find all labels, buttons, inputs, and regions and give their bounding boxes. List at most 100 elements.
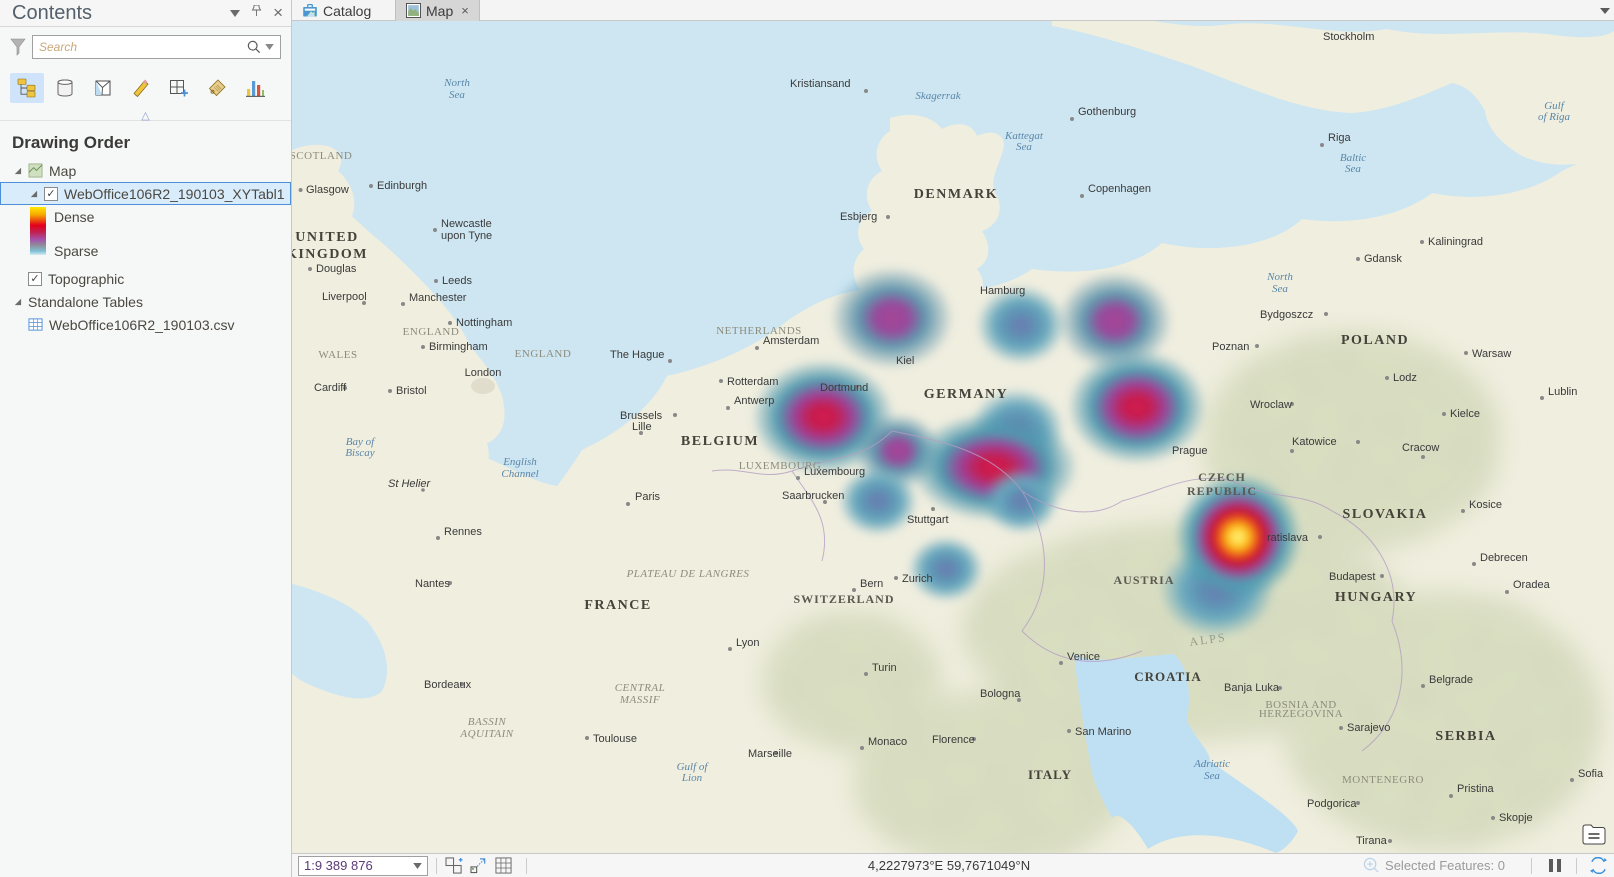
svg-text:Lublin: Lublin [1548, 386, 1577, 398]
svg-text:Biscay: Biscay [345, 447, 374, 459]
svg-text:Stuttgart: Stuttgart [907, 514, 949, 526]
svg-text:Warsaw: Warsaw [1472, 348, 1511, 360]
svg-text:MASSIF: MASSIF [619, 694, 660, 706]
svg-text:Nottingham: Nottingham [456, 317, 512, 329]
svg-text:AUSTRIA: AUSTRIA [1113, 573, 1174, 587]
svg-text:The Hague: The Hague [610, 349, 664, 361]
svg-text:Sea: Sea [449, 89, 465, 101]
svg-text:SERBIA: SERBIA [1435, 729, 1496, 744]
svg-text:Manchester: Manchester [409, 292, 467, 304]
svg-text:Lion: Lion [681, 772, 703, 784]
svg-text:Luxembourg: Luxembourg [804, 466, 865, 478]
svg-text:North: North [443, 77, 470, 89]
svg-text:Sea: Sea [1204, 770, 1220, 782]
svg-text:Bern: Bern [860, 578, 883, 590]
svg-text:MONTENEGRO: MONTENEGRO [1342, 774, 1424, 786]
svg-text:upon Tyne: upon Tyne [441, 230, 492, 242]
svg-text:SLOVAKIA: SLOVAKIA [1343, 507, 1428, 522]
svg-text:Bristol: Bristol [396, 385, 427, 397]
svg-text:Zurich: Zurich [902, 573, 933, 585]
svg-text:Sea: Sea [1272, 283, 1288, 295]
svg-text:Monaco: Monaco [868, 736, 907, 748]
svg-text:Antwerp: Antwerp [734, 395, 774, 407]
svg-text:Wroclaw: Wroclaw [1250, 399, 1292, 411]
svg-text:SWITZERLAND: SWITZERLAND [793, 592, 894, 606]
svg-text:Gothenburg: Gothenburg [1078, 106, 1136, 118]
svg-text:Lyon: Lyon [736, 637, 759, 649]
svg-text:St Helier: St Helier [388, 478, 432, 490]
svg-text:WALES: WALES [318, 349, 357, 361]
svg-text:Skagerrak: Skagerrak [915, 90, 961, 102]
svg-text:KINGDOM: KINGDOM [292, 247, 368, 262]
svg-text:Sofia: Sofia [1578, 768, 1604, 780]
svg-text:Dortmund: Dortmund [820, 382, 868, 394]
svg-text:Bydgoszcz: Bydgoszcz [1260, 309, 1313, 321]
svg-text:ITALY: ITALY [1028, 767, 1072, 782]
svg-text:HERZEGOVINA: HERZEGOVINA [1259, 708, 1343, 720]
svg-text:BELGIUM: BELGIUM [681, 434, 759, 449]
svg-text:Lille: Lille [632, 421, 652, 433]
svg-text:Bordeaux: Bordeaux [424, 679, 472, 691]
svg-text:Paris: Paris [635, 491, 661, 503]
svg-text:Cracow: Cracow [1402, 442, 1439, 454]
svg-text:Copenhagen: Copenhagen [1088, 183, 1151, 195]
svg-text:Lodz: Lodz [1393, 372, 1417, 384]
svg-text:Prague: Prague [1172, 445, 1207, 457]
svg-text:Nantes: Nantes [415, 578, 450, 590]
svg-text:Cardiff: Cardiff [314, 382, 347, 394]
svg-text:Hamburg: Hamburg [980, 285, 1025, 297]
svg-text:REPUBLIC: REPUBLIC [1187, 484, 1257, 498]
svg-text:Liverpool: Liverpool [322, 291, 367, 303]
svg-text:CENTRAL: CENTRAL [615, 682, 666, 694]
svg-text:Sarajevo: Sarajevo [1347, 722, 1390, 734]
svg-text:Sea: Sea [1016, 141, 1032, 153]
svg-text:Budapest: Budapest [1329, 571, 1375, 583]
svg-text:GERMANY: GERMANY [924, 387, 1008, 402]
svg-text:Katowice: Katowice [1292, 436, 1337, 448]
svg-text:Glasgow: Glasgow [306, 184, 349, 196]
svg-text:Pristina: Pristina [1457, 783, 1495, 795]
svg-text:Adriatic: Adriatic [1193, 758, 1230, 770]
svg-text:Florence: Florence [932, 734, 975, 746]
svg-text:Debrecen: Debrecen [1480, 552, 1528, 564]
svg-text:Rotterdam: Rotterdam [727, 376, 778, 388]
svg-text:Channel: Channel [501, 468, 538, 480]
svg-text:Belgrade: Belgrade [1429, 674, 1473, 686]
svg-text:North: North [1266, 271, 1293, 283]
svg-text:Turin: Turin [872, 662, 897, 674]
svg-text:English: English [502, 456, 537, 468]
svg-text:CROATIA: CROATIA [1134, 669, 1201, 684]
svg-text:Marseille: Marseille [748, 748, 792, 760]
svg-text:Tirana: Tirana [1356, 835, 1388, 847]
svg-text:DENMARK: DENMARK [914, 187, 998, 202]
svg-text:BASSIN: BASSIN [468, 716, 507, 728]
svg-text:Leeds: Leeds [442, 275, 472, 287]
svg-text:Kristiansand: Kristiansand [790, 78, 851, 90]
svg-text:Toulouse: Toulouse [593, 733, 637, 745]
svg-text:Kiel: Kiel [896, 355, 914, 367]
svg-text:ratislava: ratislava [1267, 532, 1309, 544]
svg-text:Amsterdam: Amsterdam [763, 335, 819, 347]
svg-text:Newcastle: Newcastle [441, 218, 492, 230]
svg-text:Kosice: Kosice [1469, 499, 1502, 511]
svg-text:Sea: Sea [1345, 163, 1361, 175]
svg-text:Riga: Riga [1328, 132, 1352, 144]
svg-text:Kaliningrad: Kaliningrad [1428, 236, 1483, 248]
svg-text:Kielce: Kielce [1450, 408, 1480, 420]
svg-text:Douglas: Douglas [316, 263, 357, 275]
svg-text:Esbjerg: Esbjerg [840, 211, 877, 223]
svg-text:Bologna: Bologna [980, 688, 1021, 700]
svg-text:ENGLAND: ENGLAND [403, 326, 460, 338]
svg-text:San Marino: San Marino [1075, 726, 1131, 738]
svg-text:Banja Luka: Banja Luka [1224, 682, 1280, 694]
svg-text:Gdansk: Gdansk [1364, 253, 1402, 265]
svg-text:of Riga: of Riga [1538, 111, 1571, 123]
svg-text:CZECH: CZECH [1198, 470, 1246, 484]
svg-text:Edinburgh: Edinburgh [377, 180, 427, 192]
svg-text:Oradea: Oradea [1513, 579, 1551, 591]
svg-text:PLATEAU DE LANGRES: PLATEAU DE LANGRES [626, 568, 750, 580]
svg-text:Venice: Venice [1067, 651, 1100, 663]
svg-text:HUNGARY: HUNGARY [1335, 590, 1417, 605]
svg-text:Saarbrucken: Saarbrucken [782, 490, 844, 502]
svg-text:London: London [465, 367, 502, 379]
